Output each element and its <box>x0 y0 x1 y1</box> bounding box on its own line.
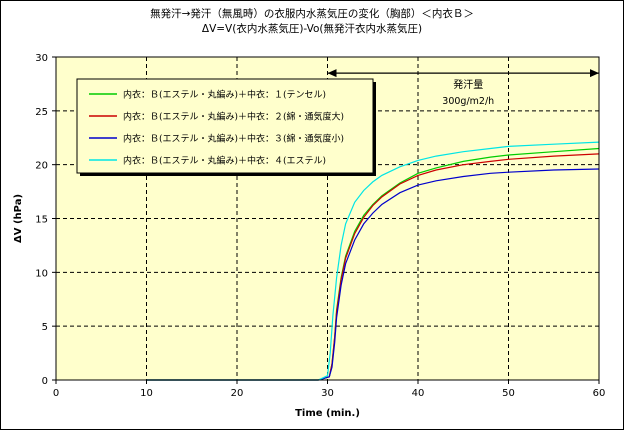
x-tick-label: 50 <box>502 388 515 399</box>
y-tick-label: 20 <box>35 161 48 172</box>
annotation-arrowhead-right <box>590 69 599 78</box>
y-tick-label: 30 <box>35 53 48 64</box>
y-tick-label: 10 <box>35 268 48 279</box>
legend-entry-3: 内衣：Ｂ(エステル・丸編み)＋中衣：３(綿・通気度小) <box>123 133 344 145</box>
x-tick-label: 60 <box>593 388 606 399</box>
legend-entry-4: 内衣：Ｂ(エステル・丸編み)＋中衣：４(エステル) <box>123 155 326 167</box>
y-tick-label: 25 <box>35 107 48 118</box>
annotation-arrowhead-left <box>327 69 337 78</box>
legend-entry-1: 内衣：Ｂ(エステル・丸編み)＋中衣：１(テンセル) <box>123 89 326 101</box>
chart-title-line2: ΔV=V(衣内水蒸気圧)-Vo(無発汗衣内水蒸気圧) <box>202 22 422 35</box>
x-tick-label: 40 <box>412 388 425 399</box>
chart-title-line1: 無発汗→発汗（無風時）の衣服内水蒸気圧の変化（胸部）＜内衣Ｂ＞ <box>150 7 474 20</box>
grid-lines <box>56 57 599 380</box>
legend-box <box>76 78 374 174</box>
y-tick-label: 15 <box>35 215 48 226</box>
y-axis-label: ΔV (hPa) <box>13 194 24 243</box>
y-tick-label: 0 <box>42 376 48 387</box>
y-tick-label: 5 <box>42 322 48 333</box>
x-tick-label: 10 <box>140 388 153 399</box>
legend: 内衣：Ｂ(エステル・丸編み)＋中衣：１(テンセル) 内衣：Ｂ(エステル・丸編み)＋… <box>76 78 376 176</box>
x-tick-label: 30 <box>321 388 334 399</box>
legend-entry-2: 内衣：Ｂ(エステル・丸編み)＋中衣：２(綿・通気度大) <box>123 111 344 123</box>
x-tick-label: 20 <box>231 388 244 399</box>
annotation-label: 発汗量 <box>453 78 483 91</box>
annotation-value: 300g/m2/h <box>442 96 494 107</box>
x-tick-label: 0 <box>53 388 59 399</box>
axes: 0 10 20 30 40 50 60 0 5 10 15 20 25 30 <box>35 53 605 399</box>
x-axis-label: Time (min.) <box>295 408 360 419</box>
data-series <box>146 141 600 381</box>
annotation: 発汗量 300g/m2/h <box>327 69 599 107</box>
series-line-3 <box>146 168 600 381</box>
series-line-4 <box>146 141 600 381</box>
